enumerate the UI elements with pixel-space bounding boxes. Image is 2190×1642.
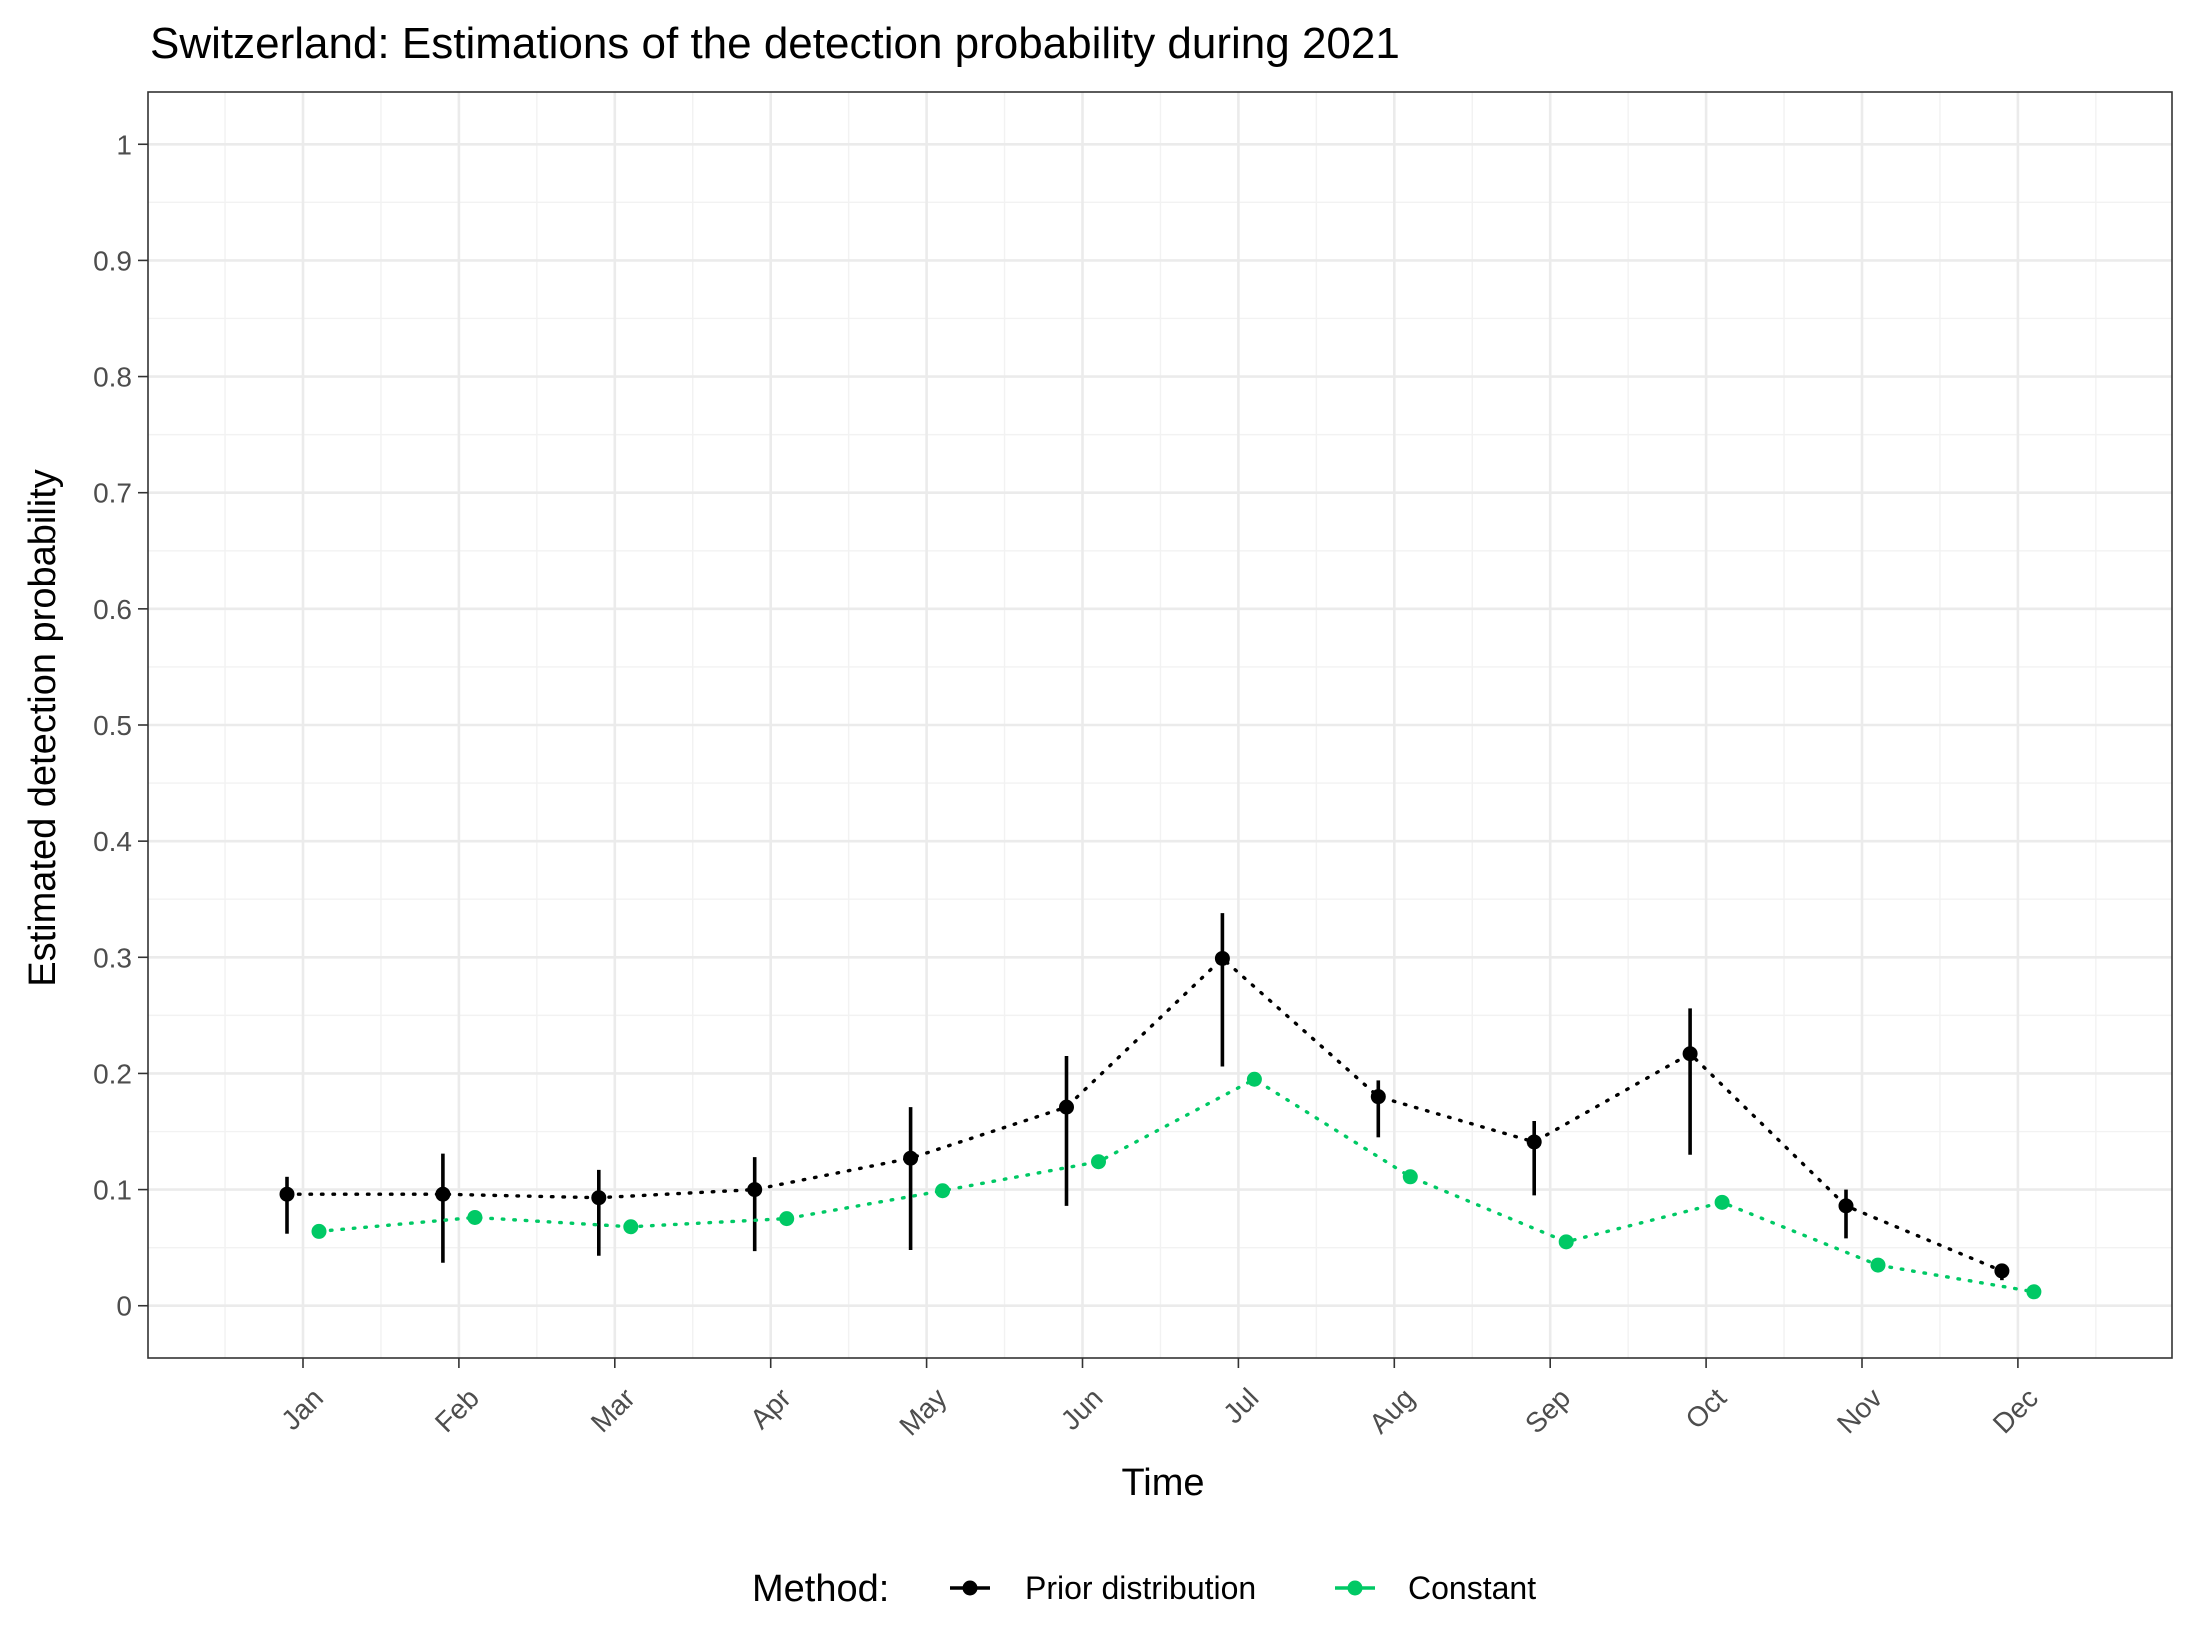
y-tick-label: 1 (116, 129, 132, 160)
legend-title: Method: (752, 1568, 889, 1610)
y-tick-label: 0.8 (93, 362, 132, 393)
series-line (285, 956, 2004, 1273)
data-point (747, 1182, 763, 1198)
x-axis-title: Time (1121, 1462, 1204, 1504)
y-tick-label: 0.6 (93, 594, 132, 625)
data-point (311, 1223, 327, 1239)
data-point (1994, 1263, 2010, 1279)
data-point (467, 1209, 483, 1225)
legend-label: Constant (1408, 1570, 1536, 1606)
y-tick-label: 0.3 (93, 942, 132, 973)
data-point (1714, 1194, 1730, 1210)
data-point (1214, 950, 1230, 966)
data-point (1682, 1046, 1698, 1062)
data-point (1246, 1071, 1262, 1087)
data-point (1370, 1089, 1386, 1105)
legend-label: Prior distribution (1025, 1570, 1256, 1606)
data-point (1838, 1198, 1854, 1214)
legend-key-point (1347, 1580, 1363, 1596)
data-point (591, 1190, 607, 1206)
y-tick-label: 0.1 (93, 1175, 132, 1206)
data-point (623, 1219, 639, 1235)
chart-title: Switzerland: Estimations of the detectio… (150, 19, 1400, 68)
y-tick-label: 0 (116, 1291, 132, 1322)
data-point (435, 1186, 451, 1202)
legend: Method: Prior distribution Constant (752, 1568, 1536, 1610)
series-1 (311, 1071, 2042, 1300)
legend-item-0: Prior distribution (950, 1570, 1256, 1606)
y-tick-label: 0.7 (93, 478, 132, 509)
data-point (779, 1211, 795, 1227)
data-point (935, 1183, 951, 1199)
data-point (1870, 1257, 1886, 1273)
legend-key-point (962, 1580, 978, 1596)
data-point (1526, 1134, 1542, 1150)
y-tick-label: 0.2 (93, 1058, 132, 1089)
series-0 (279, 913, 2010, 1281)
legend-item-1: Constant (1335, 1570, 1536, 1606)
y-tick-label: 0.9 (93, 245, 132, 276)
y-tick-label: 0.5 (93, 710, 132, 741)
data-point (903, 1150, 919, 1166)
data-point (1091, 1154, 1106, 1170)
grid (148, 92, 2172, 1358)
data-point (1558, 1234, 1574, 1250)
data-point (1402, 1169, 1418, 1185)
series-line (317, 1077, 2036, 1294)
y-axis-title: Estimated detection probability (22, 469, 64, 987)
data-point (1059, 1099, 1074, 1115)
data-point (2026, 1284, 2042, 1300)
data-point (279, 1186, 295, 1202)
y-tick-label: 0.4 (93, 826, 132, 857)
series-layer (279, 913, 2042, 1300)
